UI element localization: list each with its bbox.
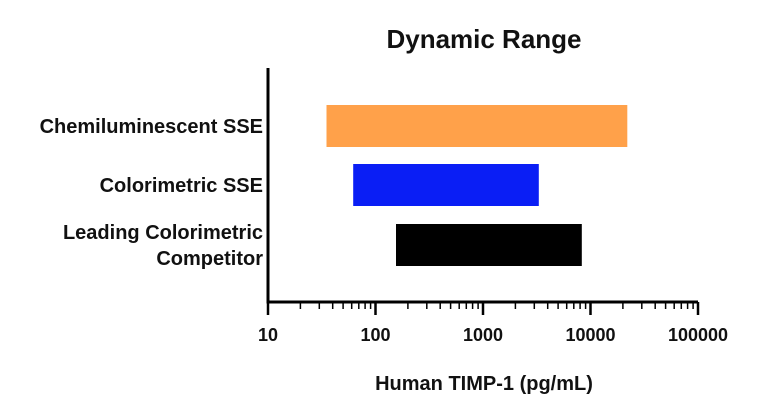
bar-0 xyxy=(326,105,628,147)
x-tick-label: 10000 xyxy=(565,325,615,345)
bar-2 xyxy=(396,224,582,266)
bar-1 xyxy=(353,164,539,206)
category-label-0-0: Chemiluminescent SSE xyxy=(40,116,263,138)
x-ticks xyxy=(266,302,700,315)
x-axis-title: Human TIMP-1 (pg/mL) xyxy=(375,373,593,395)
chart-title: Dynamic Range xyxy=(386,24,581,54)
category-label-1-0: Colorimetric SSE xyxy=(100,175,263,197)
category-labels: Chemiluminescent SSE Colorimetric SSE Lead… xyxy=(40,116,264,270)
bars-group xyxy=(326,105,628,266)
x-tick-label: 1000 xyxy=(463,325,503,345)
x-tick-label: 100000 xyxy=(668,325,728,345)
x-tick-label: 100 xyxy=(360,325,390,345)
category-label-2-0: Leading Colorimetric xyxy=(63,222,263,244)
x-tick-labels: 10 100 1000 10000 100000 xyxy=(258,325,728,345)
category-label-2-1: Competitor xyxy=(156,248,263,270)
x-tick-label: 10 xyxy=(258,325,278,345)
